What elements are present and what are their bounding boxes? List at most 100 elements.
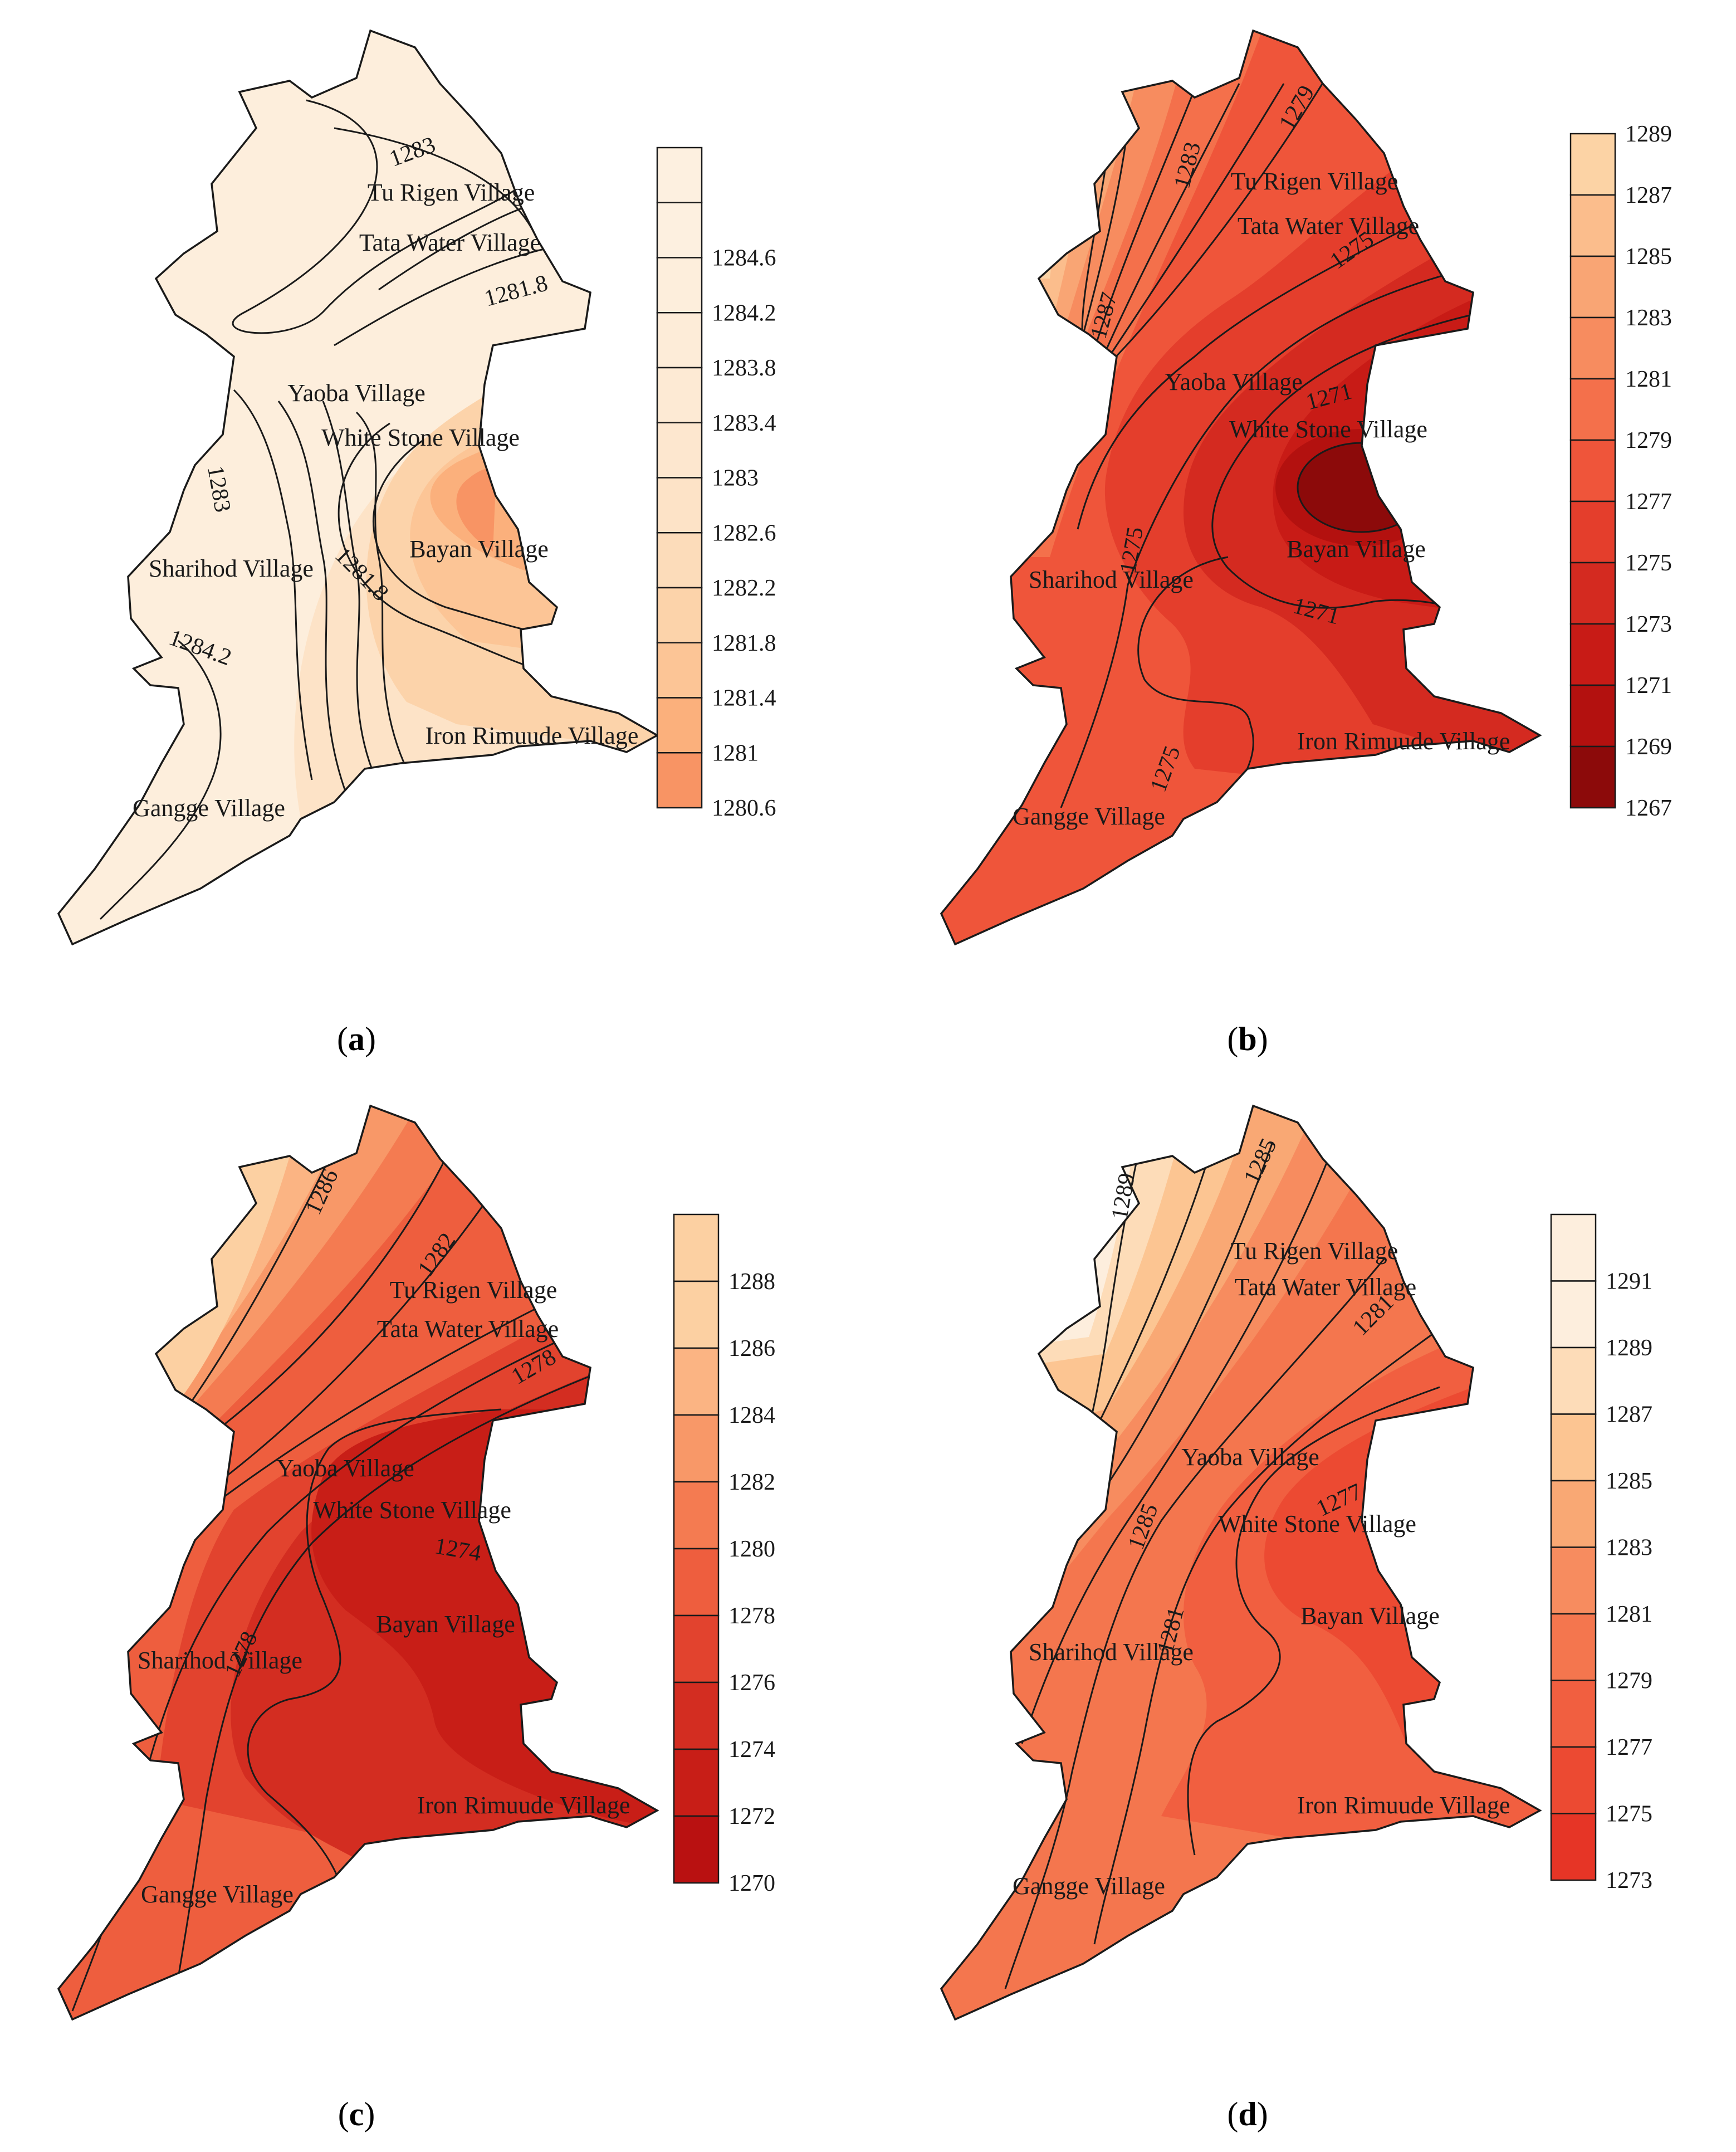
- map-fill-b: [941, 31, 1540, 944]
- colorbar-segment: [1550, 1680, 1597, 1748]
- colorbar-segment: [656, 147, 703, 203]
- colorbar-segment: [656, 367, 703, 423]
- colorbar-segment: [1569, 500, 1616, 564]
- village-label-gangge: Gangge Village: [141, 1881, 294, 1908]
- caption-c: (c): [338, 2096, 375, 2133]
- colorbar-segment: [1569, 745, 1616, 809]
- village-label-tata-water: Tata Water Village: [1238, 212, 1419, 240]
- colorbar-segment: [673, 1614, 720, 1683]
- colorbar-segment: [1569, 623, 1616, 686]
- colorbar-tick-label: 1286: [728, 1336, 775, 1362]
- village-labels-c: Tu Rigen Village Tata Water Village Yaob…: [138, 1276, 630, 1908]
- colorbar-b: 1289 1287 1285 1283 1281 1279 1277 1275 1273 1271…: [1569, 121, 1672, 821]
- colorbar-tick-label: 1281: [1606, 1602, 1652, 1627]
- panel-b: 1283 1279 1275 1287 1271 1275 1271 1275 …: [940, 30, 1672, 1057]
- village-label-bayan: Bayan Village: [1287, 535, 1425, 563]
- colorbar-segment: [1550, 1813, 1597, 1881]
- map-fill-d: [941, 1106, 1540, 2019]
- village-label-gangge: Gangge Village: [133, 794, 285, 822]
- colorbar-segment: [656, 642, 703, 699]
- colorbar-segment: [656, 697, 703, 754]
- colorbar-segment: [673, 1213, 720, 1282]
- colorbar-tick-label: 1283: [712, 466, 759, 491]
- colorbar-segment: [673, 1748, 720, 1817]
- colorbar-tick-label: 1279: [1606, 1668, 1652, 1694]
- village-label-white-stone: White Stone Village: [1218, 1510, 1416, 1538]
- contours-a: [99, 99, 563, 920]
- village-label-tu-rigen: Tu Rigen Village: [1231, 168, 1398, 195]
- colorbar-tick-label: 1287: [1606, 1402, 1652, 1428]
- map-fill-c: [58, 1106, 657, 2019]
- colorbar-segment: [673, 1280, 720, 1349]
- colorbar-tick-label: 1281: [1625, 367, 1672, 392]
- village-labels-a: Tu Rigen Village Tata Water Village Yaob…: [133, 179, 638, 822]
- village-label-yaoba: Yaoba Village: [1165, 368, 1303, 396]
- village-label-bayan: Bayan Village: [409, 535, 548, 563]
- colorbar-tick-label: 1277: [1625, 489, 1672, 515]
- colorbar-tick-label: 1280: [728, 1536, 775, 1562]
- caption-a: (a): [337, 1021, 376, 1057]
- colorbar-tick-label: 1283.8: [712, 355, 776, 381]
- colorbar-tick-label: 1279: [1625, 428, 1672, 453]
- colorbar-tick-label: 1282: [728, 1470, 775, 1495]
- colorbar-segment: [673, 1815, 720, 1884]
- village-label-white-stone: White Stone Village: [313, 1496, 511, 1524]
- colorbar-segment: [1550, 1413, 1597, 1482]
- colorbar-segment: [1569, 133, 1616, 196]
- village-label-white-stone: White Stone Village: [1229, 416, 1427, 443]
- colorbar-segment: [1550, 1746, 1597, 1814]
- colorbar-segment: [1569, 439, 1616, 502]
- village-label-white-stone: White Stone Village: [321, 424, 520, 451]
- village-label-yaoba: Yaoba Village: [276, 1455, 414, 1482]
- colorbar-tick-label: 1275: [1606, 1802, 1652, 1827]
- colorbar-tick-label: 1289: [1625, 121, 1672, 147]
- colorbar-tick-label: 1281.4: [712, 686, 776, 711]
- colorbar-tick-label: 1284.2: [712, 300, 776, 326]
- colorbar-tick-label: 1282.2: [712, 575, 776, 601]
- village-label-tata-water: Tata Water Village: [359, 229, 541, 256]
- colorbar-segment: [656, 752, 703, 809]
- colorbar-tick-label: 1291: [1606, 1269, 1652, 1295]
- colorbar-tick-label: 1285: [1606, 1468, 1652, 1494]
- colorbar-segment: [1550, 1213, 1597, 1282]
- village-label-sharihod: Sharihod Village: [149, 555, 314, 582]
- map-fill-a: [58, 31, 657, 944]
- colorbar-segment: [1550, 1613, 1597, 1681]
- colorbar-segment: [656, 477, 703, 534]
- panel-a: 1283 1281.8 1283 1281.8 1284.2 Tu Rigen …: [57, 30, 776, 1057]
- colorbar-tick-label: 1283: [1606, 1535, 1652, 1561]
- colorbar-segment: [673, 1481, 720, 1550]
- village-label-yaoba: Yaoba Village: [1181, 1443, 1319, 1471]
- colorbar-tick-label: 1284.6: [712, 246, 776, 271]
- colorbar-tick-label: 1289: [1606, 1335, 1652, 1361]
- colorbar-tick-label: 1283: [1625, 305, 1672, 331]
- colorbar-segment: [656, 532, 703, 589]
- colorbar-segment: [673, 1347, 720, 1416]
- panel-c: 1286 1282 1278 1274 1278 Tu Rigen Villag…: [57, 1105, 775, 2133]
- colorbar-tick-label: 1272: [728, 1804, 775, 1829]
- village-label-sharihod: Sharihod Village: [138, 1647, 302, 1674]
- village-labels-b: Tu Rigen Village Tata Water Village Yaob…: [1013, 168, 1510, 830]
- colorbar-tick-label: 1270: [728, 1871, 775, 1896]
- colorbar-segment: [656, 312, 703, 369]
- caption-d: (d): [1227, 2096, 1268, 2133]
- village-label-tata-water: Tata Water Village: [1235, 1273, 1416, 1301]
- colorbar-tick-label: 1267: [1625, 796, 1672, 821]
- colorbar-tick-label: 1273: [1606, 1868, 1652, 1894]
- colorbar-d: 1291 1289 1287 1285 1283 1281 1279 1277 1275 1273: [1550, 1213, 1652, 1894]
- colorbar-segment: [673, 1414, 720, 1483]
- caption-b: (b): [1227, 1021, 1268, 1057]
- colorbar-segment: [1550, 1546, 1597, 1615]
- colorbar-tick-label: 1274: [728, 1737, 775, 1763]
- colorbar-segment: [1569, 562, 1616, 625]
- village-label-gangge: Gangge Village: [1013, 1872, 1165, 1900]
- colorbar-segment: [1550, 1346, 1597, 1415]
- colorbar-a: 1284.6 1284.2 1283.8 1283.4 1283 1282.6 1282.2…: [656, 147, 776, 821]
- colorbar-tick-label: 1273: [1625, 612, 1672, 637]
- colorbar-segment: [1569, 378, 1616, 441]
- colorbar-tick-label: 1269: [1625, 734, 1672, 760]
- colorbar-tick-label: 1280.6: [712, 796, 776, 821]
- colorbar-tick-label: 1278: [728, 1603, 775, 1629]
- colorbar-tick-label: 1284: [728, 1403, 775, 1428]
